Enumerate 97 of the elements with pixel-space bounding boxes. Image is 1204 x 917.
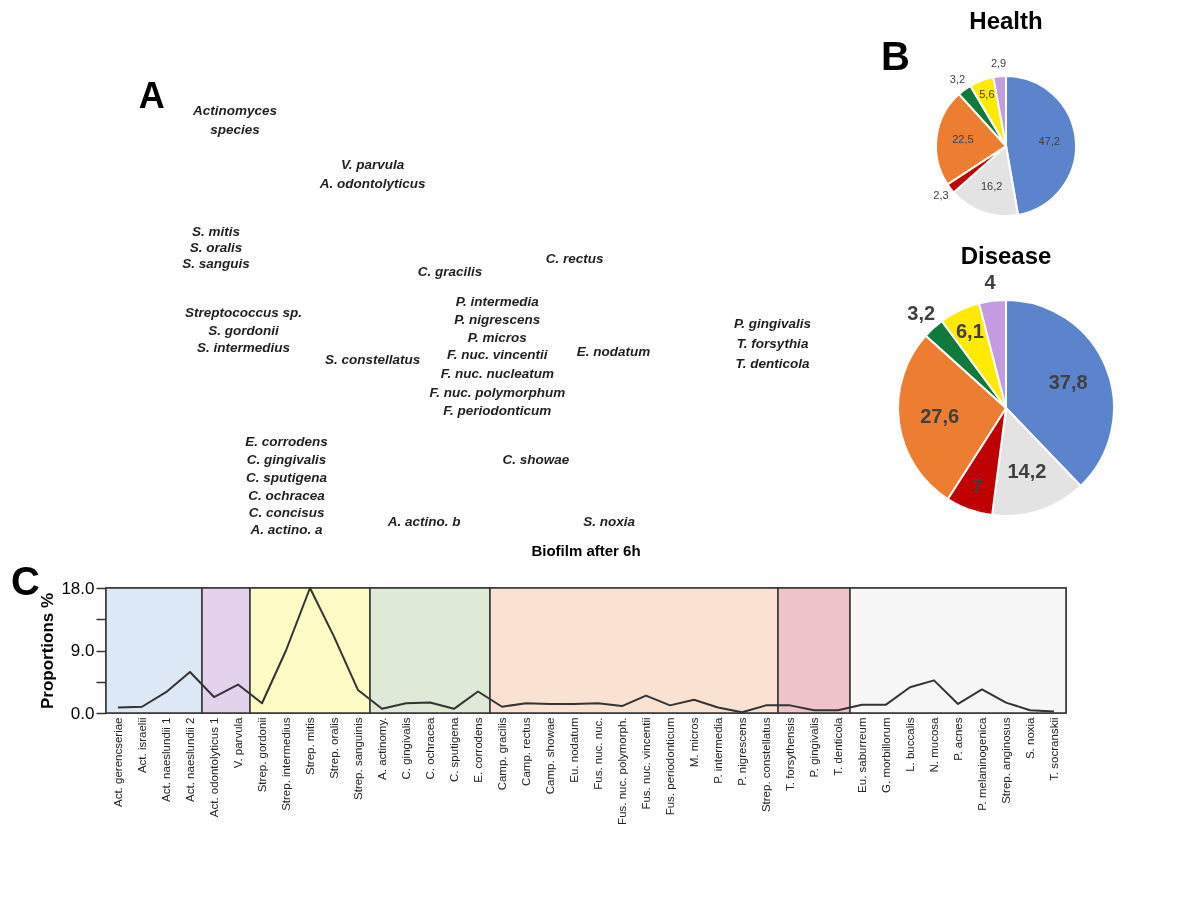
- x-tick-label: Act. naeslundii 2: [183, 717, 196, 802]
- text: S. mitis: [192, 223, 241, 239]
- data-label: 4: [984, 270, 997, 293]
- x-tick-label: Strep. mitis: [303, 717, 316, 776]
- x-tick-label: C. gingivalis: [399, 717, 412, 780]
- data-label: 7: [971, 475, 983, 498]
- text: C. rectus: [545, 251, 605, 267]
- x-tick-label: L. buccalis: [903, 717, 916, 772]
- x-tick-label: C. ochracea: [423, 716, 436, 780]
- data-label: 2,9: [990, 57, 1007, 70]
- y-tick-label: 18.0: [61, 578, 95, 598]
- text: A. actino. a: [249, 522, 324, 538]
- chart-title: Biofilm after 6h: [531, 542, 641, 559]
- x-tick-label: S. noxia: [1023, 716, 1036, 760]
- text: P. gingivalis: [733, 315, 812, 331]
- text: C. ochracea: [248, 487, 326, 503]
- x-tick-label: T. denticola: [831, 716, 844, 776]
- text: V. parvula: [340, 156, 405, 172]
- data-label: 16,2: [980, 179, 1003, 192]
- x-tick-label: M. micros: [687, 717, 700, 768]
- data-label: 37,8: [1048, 371, 1088, 394]
- text: C. concisus: [248, 504, 325, 520]
- x-tick-label: A. actinomy.: [375, 717, 388, 780]
- x-tick-label: Camp. showae: [543, 717, 556, 795]
- text: S. oralis: [189, 240, 243, 256]
- text: P. intermedia: [455, 294, 540, 310]
- y-tick-label: 9.0: [70, 641, 95, 660]
- y-tick-label: 0.0: [70, 703, 95, 723]
- text: C. gingivalis: [246, 451, 327, 467]
- x-tick-label: C. sputigena: [447, 716, 460, 783]
- text: S. gordonii: [208, 322, 280, 338]
- text: Streptococcus sp.: [185, 304, 303, 320]
- x-tick-label: Fus. nuc. nuc.: [591, 717, 604, 790]
- text: C. gracilis: [417, 264, 483, 280]
- data-label: 22,5: [952, 133, 974, 146]
- x-tick-label: P. melaninogenica: [975, 716, 988, 811]
- data-label: 27,6: [920, 404, 960, 427]
- x-tick-label: Strep. anginosus: [999, 717, 1012, 804]
- x-tick-label: Act. naeslundii 1: [159, 717, 172, 802]
- text: F. nuc. nucleatum: [440, 365, 554, 381]
- y-axis-title: Proportions %: [38, 592, 58, 710]
- data-label: 14,2: [1007, 459, 1047, 482]
- text: C: [11, 559, 40, 603]
- text: A. actino. b: [386, 513, 461, 529]
- x-tick-label: T. socranskii: [1047, 717, 1060, 781]
- data-label: 2,3: [933, 188, 949, 201]
- text: E. corrodens: [245, 434, 329, 450]
- x-tick-label: Camp. rectus: [519, 717, 532, 786]
- x-tick-label: N. mucosa: [927, 716, 940, 773]
- x-tick-label: Strep. constellatus: [759, 717, 772, 813]
- text: C. showae: [502, 451, 570, 467]
- data-label: 6,1: [955, 319, 984, 342]
- x-tick-label: Act. odontolyticus 1: [207, 717, 220, 818]
- x-tick-label: E. corrodens: [471, 717, 484, 783]
- text: Actinomyces: [191, 103, 278, 119]
- text: A: [138, 74, 165, 116]
- x-tick-label: G. morbillorum: [879, 717, 892, 793]
- text: A. odontolyticus: [318, 175, 426, 191]
- x-tick-label: Strep. sanguinis: [351, 717, 364, 800]
- chart-title: Disease: [960, 241, 1052, 269]
- text: F. periodonticum: [443, 402, 552, 418]
- text: F. nuc. polymorphum: [429, 384, 566, 400]
- x-tick-label: P. nigrescens: [735, 717, 748, 786]
- text: E. nodatum: [576, 344, 651, 360]
- x-tick-label: V. parvula: [231, 716, 244, 769]
- x-tick-label: P. intermedia: [711, 716, 724, 784]
- text: S. constellatus: [324, 351, 421, 367]
- x-tick-label: Fus. nuc. polymorph.: [615, 717, 628, 825]
- x-tick-label: Camp. gracilis: [495, 717, 508, 791]
- text: S. sanguis: [182, 256, 251, 272]
- x-tick-label: Strep. gordonii: [255, 717, 268, 793]
- text: P. micros: [467, 329, 528, 345]
- text: P. nigrescens: [454, 312, 541, 328]
- x-tick-label: Strep. intermedius: [279, 717, 292, 811]
- x-tick-label: Act. israelii: [135, 717, 148, 774]
- data-label: 3,2: [949, 73, 966, 86]
- chart-title: Health: [969, 7, 1043, 34]
- text: S. intermedius: [197, 339, 291, 355]
- text: C. sputigena: [246, 469, 328, 485]
- text: S. noxia: [583, 513, 636, 529]
- x-tick-label: T. forsythensis: [783, 717, 796, 791]
- x-tick-label: Eu. nodatum: [567, 717, 580, 783]
- data-label: 3,2: [907, 302, 936, 325]
- text: T. denticola: [735, 356, 810, 372]
- x-tick-label: Eu. saburreum: [855, 717, 868, 793]
- x-tick-label: Fus. nuc. vincentii: [639, 717, 652, 810]
- text: F. nuc. vincentii: [447, 346, 548, 362]
- x-tick-label: Act. gerencseriae: [111, 717, 124, 807]
- text: species: [210, 122, 261, 138]
- text: B: [881, 34, 910, 78]
- data-label: 5,6: [979, 87, 995, 100]
- x-tick-label: Strep. oralis: [327, 717, 340, 779]
- x-tick-label: Fus. periodonticum: [663, 717, 676, 816]
- x-tick-label: P. gingivalis: [807, 717, 820, 778]
- x-tick-label: P. acnes: [951, 717, 964, 761]
- data-label: 47,2: [1038, 135, 1060, 148]
- text: T. forsythia: [736, 335, 809, 351]
